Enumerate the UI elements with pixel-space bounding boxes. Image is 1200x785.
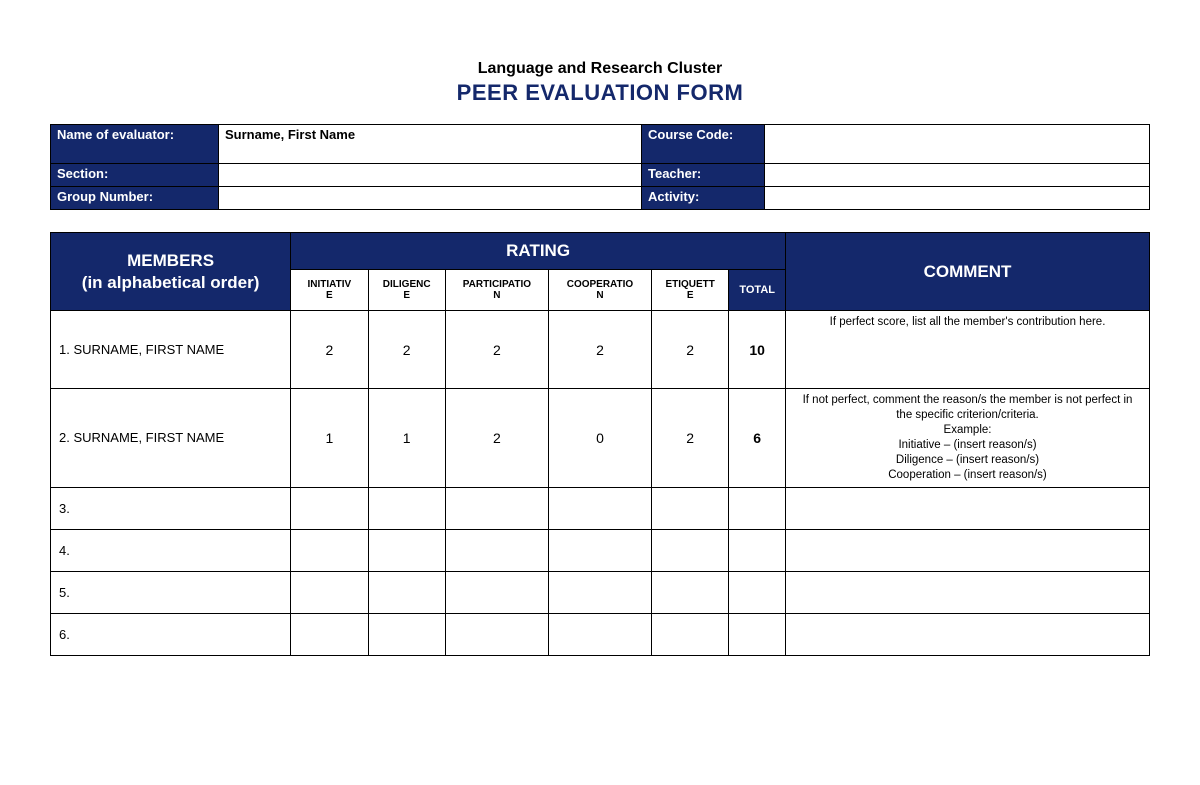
score-cell: [445, 613, 548, 655]
total-cell: [729, 529, 786, 571]
col-cooperation: COOPERATION: [548, 270, 651, 311]
value-group: [219, 187, 642, 210]
score-cell: [291, 529, 368, 571]
header-title: PEER EVALUATION FORM: [50, 80, 1150, 106]
comment-cell: [786, 571, 1150, 613]
score-cell: [652, 571, 729, 613]
score-cell: [548, 571, 651, 613]
value-activity: [765, 187, 1150, 210]
info-table: Name of evaluator: Surname, First Name C…: [50, 124, 1150, 210]
score-cell: [548, 487, 651, 529]
col-members: MEMBERS(in alphabetical order): [51, 233, 291, 311]
score-cell: 2: [652, 311, 729, 389]
total-cell: [729, 487, 786, 529]
col-total: TOTAL: [729, 270, 786, 311]
score-cell: [652, 529, 729, 571]
score-cell: [368, 613, 445, 655]
score-cell: [548, 529, 651, 571]
score-cell: [652, 487, 729, 529]
score-cell: [445, 571, 548, 613]
label-group: Group Number:: [51, 187, 219, 210]
score-cell: [368, 487, 445, 529]
value-evaluator: Surname, First Name: [219, 125, 642, 164]
score-cell: [291, 571, 368, 613]
comment-cell: If not perfect, comment the reason/s the…: [786, 389, 1150, 488]
table-row: 4.: [51, 529, 1150, 571]
score-cell: [445, 487, 548, 529]
col-members-text: MEMBERS(in alphabetical order): [82, 251, 260, 291]
score-cell: [548, 613, 651, 655]
score-cell: [445, 529, 548, 571]
col-participation: PARTICIPATION: [445, 270, 548, 311]
member-name: 3.: [51, 487, 291, 529]
score-cell: [291, 613, 368, 655]
score-cell: 2: [445, 311, 548, 389]
value-section: [219, 164, 642, 187]
score-cell: 0: [548, 389, 651, 488]
evaluation-table: MEMBERS(in alphabetical order) RATING CO…: [50, 232, 1150, 656]
label-course: Course Code:: [642, 125, 765, 164]
score-cell: 2: [291, 311, 368, 389]
score-cell: 2: [368, 311, 445, 389]
label-activity: Activity:: [642, 187, 765, 210]
total-cell: [729, 571, 786, 613]
total-cell: [729, 613, 786, 655]
col-etiquette: ETIQUETTE: [652, 270, 729, 311]
score-cell: 1: [368, 389, 445, 488]
score-cell: [368, 529, 445, 571]
score-cell: 2: [445, 389, 548, 488]
comment-cell: [786, 487, 1150, 529]
total-cell: 10: [729, 311, 786, 389]
score-cell: [652, 613, 729, 655]
member-name: 5.: [51, 571, 291, 613]
col-rating: RATING: [291, 233, 786, 270]
label-section: Section:: [51, 164, 219, 187]
label-teacher: Teacher:: [642, 164, 765, 187]
score-cell: 2: [652, 389, 729, 488]
table-row: 3.: [51, 487, 1150, 529]
score-cell: 2: [548, 311, 651, 389]
member-name: 6.: [51, 613, 291, 655]
value-teacher: [765, 164, 1150, 187]
total-cell: 6: [729, 389, 786, 488]
label-evaluator: Name of evaluator:: [51, 125, 219, 164]
col-comment: COMMENT: [786, 233, 1150, 311]
comment-cell: [786, 613, 1150, 655]
table-row: 5.: [51, 571, 1150, 613]
table-row: 6.: [51, 613, 1150, 655]
member-name: 4.: [51, 529, 291, 571]
table-row: 1. SURNAME, FIRST NAME2222210If perfect …: [51, 311, 1150, 389]
value-course: [765, 125, 1150, 164]
member-name: 1. SURNAME, FIRST NAME: [51, 311, 291, 389]
col-diligence: DILIGENCE: [368, 270, 445, 311]
comment-cell: If perfect score, list all the member's …: [786, 311, 1150, 389]
form-header: Language and Research Cluster PEER EVALU…: [50, 60, 1150, 106]
member-name: 2. SURNAME, FIRST NAME: [51, 389, 291, 488]
comment-cell: [786, 529, 1150, 571]
score-cell: [291, 487, 368, 529]
score-cell: [368, 571, 445, 613]
score-cell: 1: [291, 389, 368, 488]
col-initiative: INITIATIVE: [291, 270, 368, 311]
table-row: 2. SURNAME, FIRST NAME112026If not perfe…: [51, 389, 1150, 488]
header-subtitle: Language and Research Cluster: [50, 60, 1150, 78]
